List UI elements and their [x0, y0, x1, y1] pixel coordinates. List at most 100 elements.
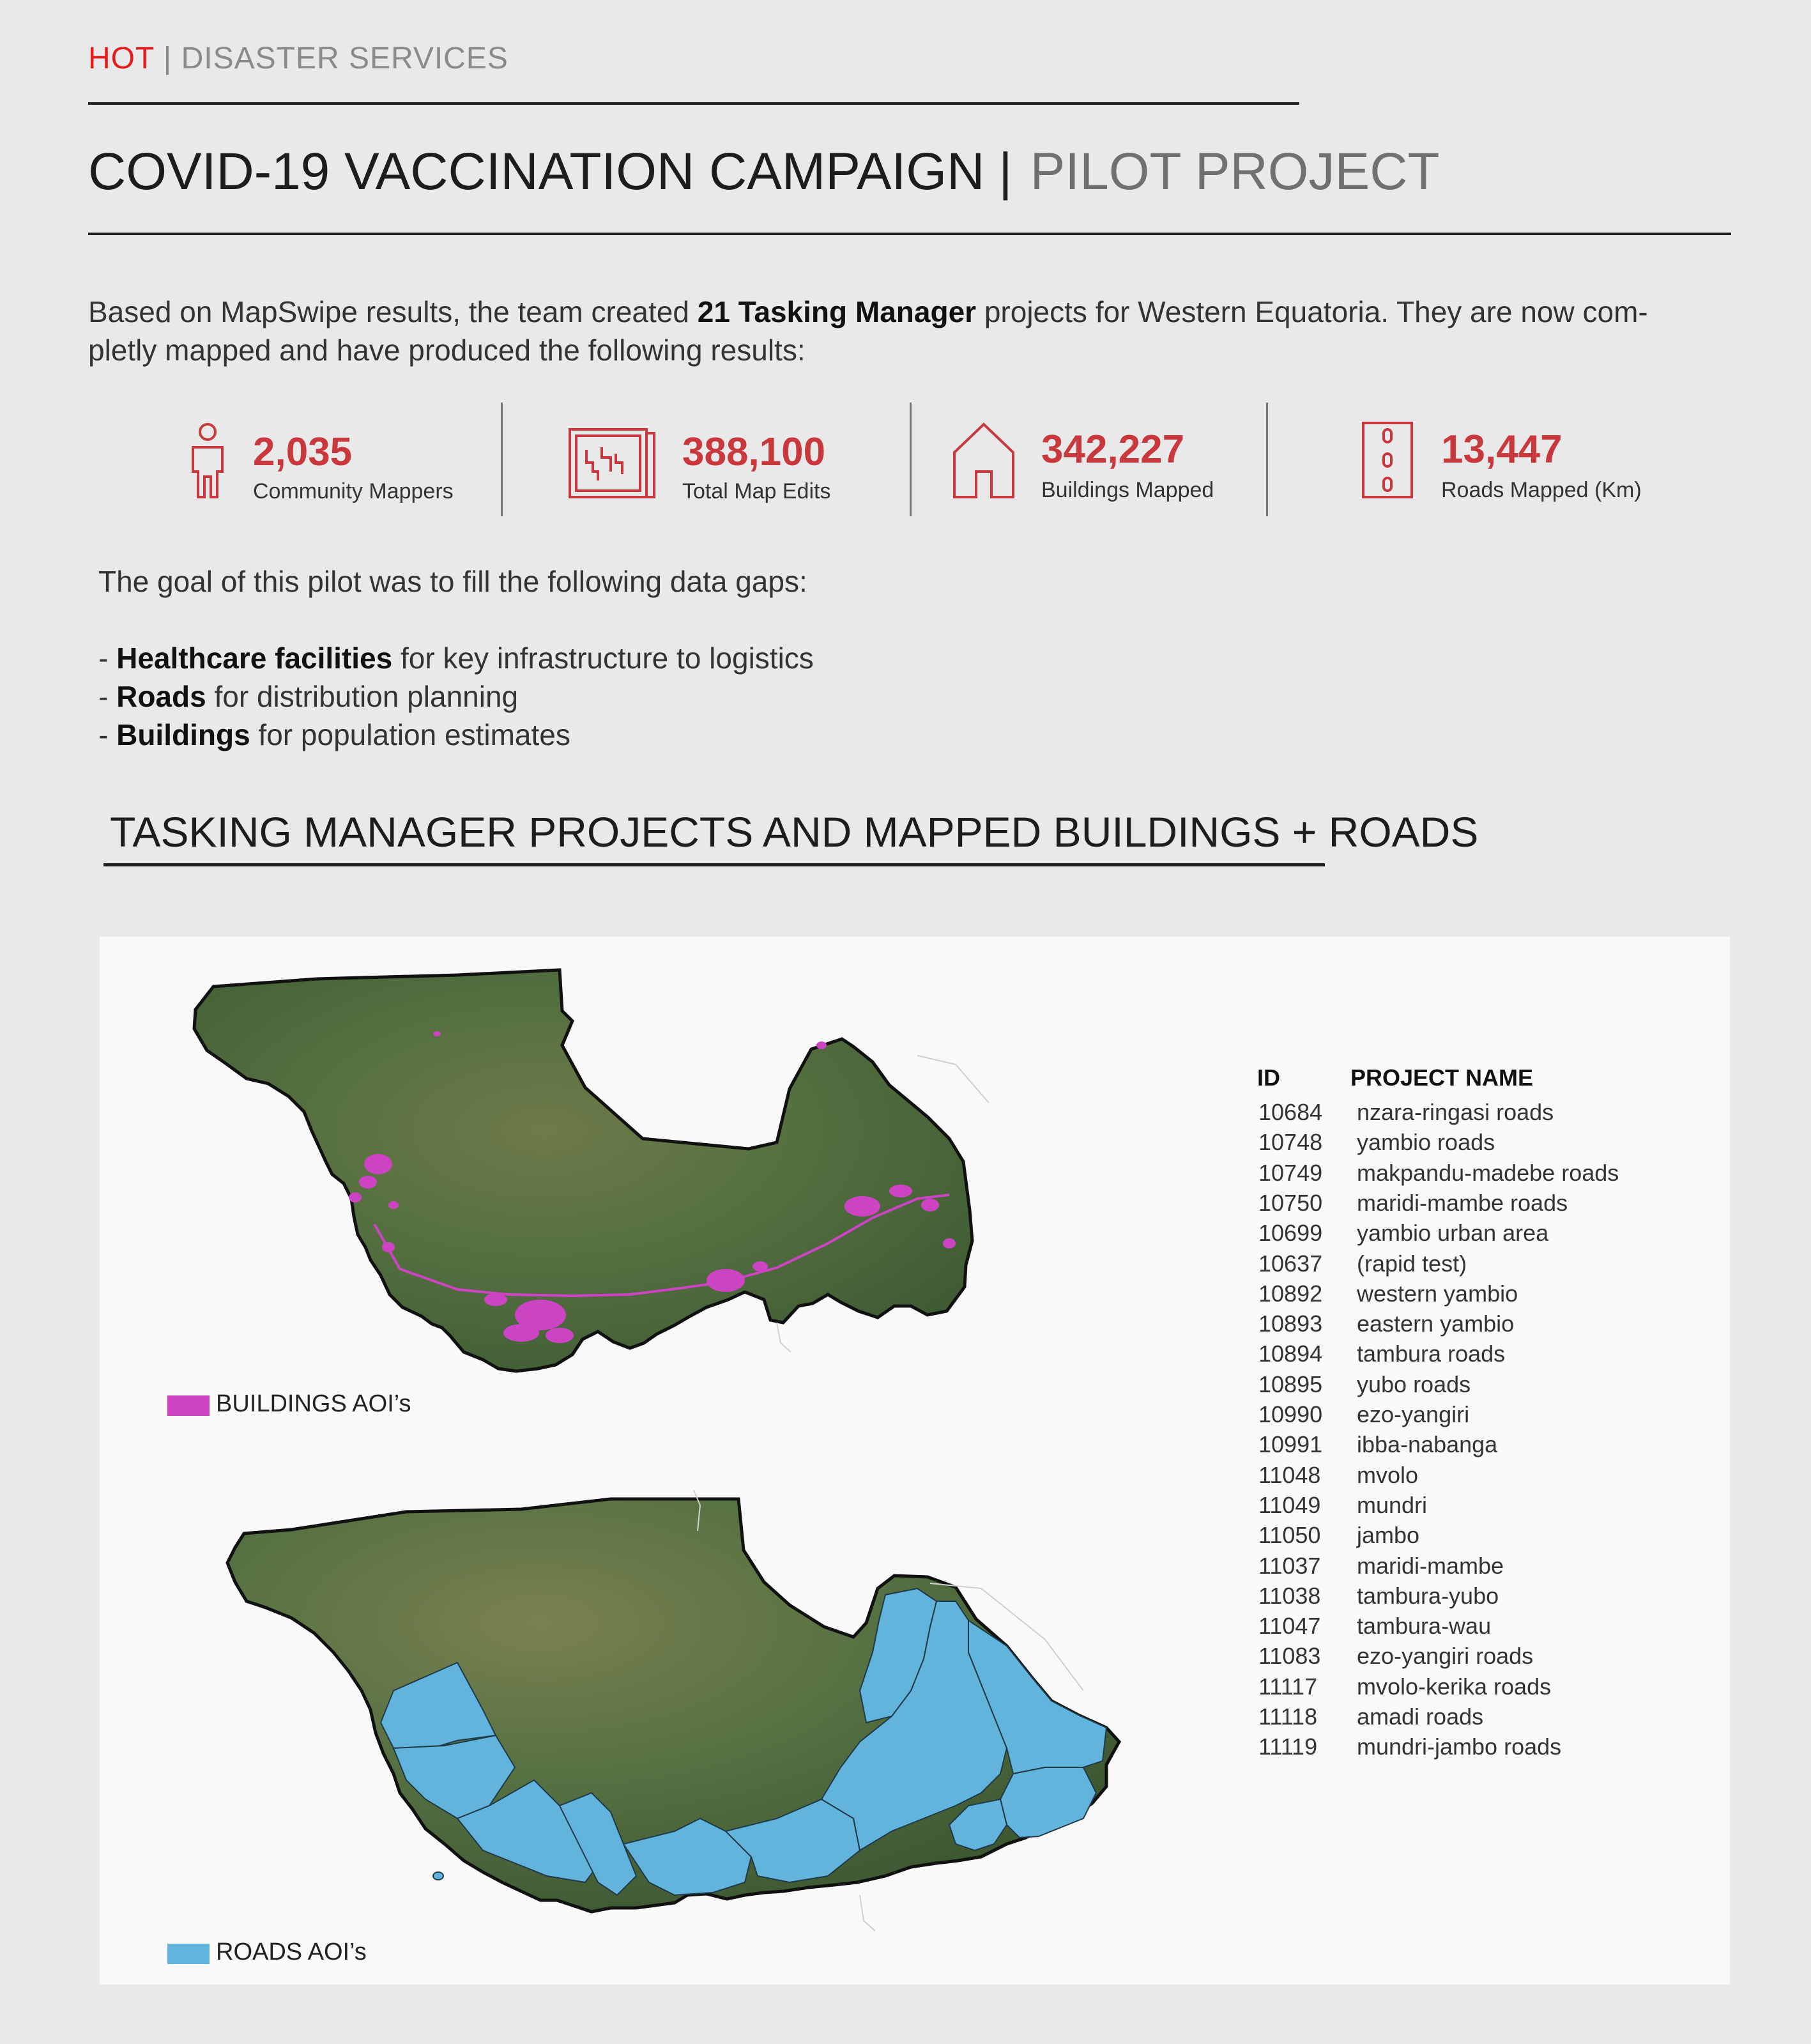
project-id: 11049	[1258, 1491, 1321, 1518]
goal-item: - Buildings for population estimates	[98, 716, 814, 754]
section-rule	[103, 863, 1325, 866]
table-header-id: ID	[1257, 1064, 1280, 1091]
project-name: makpandu-madebe roads	[1357, 1159, 1619, 1186]
brand-section: DISASTER SERVICES	[181, 42, 508, 75]
stat-road-icon	[1361, 420, 1414, 503]
stat-house-icon	[951, 420, 1017, 503]
road-aois	[379, 1587, 1108, 1896]
maps-svg	[192, 968, 1122, 1932]
goal-item-prefix: -	[98, 642, 117, 675]
stat-edits-label: Total Map Edits	[682, 479, 831, 503]
title-rule	[88, 233, 1731, 235]
buildings-map	[192, 968, 990, 1373]
map-panel: BUILDINGS AOI’s ROADS AOI’s ID PROJECT N…	[100, 937, 1730, 1985]
goal-item-prefix: -	[98, 718, 117, 751]
project-name: ezo-yangiri roads	[1357, 1643, 1534, 1670]
stat-roads-value: 13,447	[1441, 427, 1563, 472]
project-id: 10991	[1258, 1431, 1323, 1458]
project-name: yambio urban area	[1357, 1220, 1549, 1247]
goal-item-text: for population estimates	[250, 718, 570, 751]
intro-paragraph: Based on MapSwipe results, the team crea…	[88, 293, 1723, 369]
project-id: 11038	[1258, 1582, 1321, 1609]
project-name: tambura-wau	[1357, 1613, 1492, 1640]
map-edit-icon	[569, 428, 655, 498]
buildings-legend-label: BUILDINGS AOI’s	[216, 1390, 411, 1417]
goal-item: - Healthcare facilities for key infrastr…	[98, 639, 814, 677]
project-id: 10749	[1258, 1159, 1323, 1186]
house-icon	[953, 422, 1014, 498]
intro-text-3: pletly mapped and have produced the foll…	[88, 334, 806, 367]
project-name: tambura-yubo	[1357, 1582, 1499, 1609]
project-id: 10699	[1258, 1220, 1323, 1247]
project-id: 10895	[1258, 1371, 1323, 1397]
goal-intro: The goal of this pilot was to fill the f…	[98, 565, 807, 598]
project-name: mvolo	[1357, 1461, 1419, 1488]
goal-item-text: for key infrastructure to logistics	[392, 642, 814, 675]
project-id: 11083	[1258, 1643, 1321, 1670]
goal-item-bold: Roads	[116, 680, 206, 713]
stat-divider	[1266, 403, 1268, 516]
goal-block: The goal of this pilot was to fill the f…	[98, 562, 814, 754]
project-id: 10990	[1258, 1401, 1323, 1427]
road-icon	[1362, 422, 1413, 498]
goal-item: - Roads for distribution planning	[98, 677, 814, 716]
project-id: 10748	[1258, 1129, 1323, 1156]
brand-hot: HOT	[88, 42, 155, 75]
project-id: 10893	[1258, 1310, 1323, 1337]
project-name: tambura roads	[1357, 1341, 1506, 1367]
stat-roads-label: Roads Mapped (Km)	[1441, 478, 1642, 502]
goal-item-bold: Buildings	[116, 718, 250, 751]
title-separator: |	[998, 142, 1012, 201]
brand-separator: |	[163, 42, 172, 75]
project-id: 11047	[1258, 1613, 1321, 1640]
building-aois	[349, 1031, 956, 1343]
project-id: 11050	[1258, 1522, 1321, 1549]
project-id: 11117	[1258, 1673, 1318, 1700]
project-id: 11048	[1258, 1461, 1321, 1488]
stat-buildings-label: Buildings Mapped	[1041, 478, 1214, 502]
intro-bold: 21 Tasking Manager	[697, 295, 977, 328]
project-name: mundri-jambo roads	[1357, 1733, 1562, 1760]
project-id: 10894	[1258, 1341, 1323, 1367]
stat-mappers-label: Community Mappers	[253, 479, 454, 503]
project-name: mundri	[1357, 1491, 1428, 1518]
page-title: COVID-19 VACCINATION CAMPAIGN | PILOT PROJ…	[88, 142, 1440, 202]
goal-item-bold: Healthcare facilities	[116, 642, 393, 675]
project-name: jambo	[1357, 1522, 1420, 1549]
project-name: ezo-yangiri	[1357, 1401, 1470, 1427]
roads-legend-label: ROADS AOI’s	[216, 1939, 367, 1965]
table-header-name: PROJECT NAME	[1350, 1064, 1534, 1091]
title-sub: PILOT PROJECT	[1030, 142, 1440, 201]
stat-buildings-value: 342,227	[1041, 427, 1185, 472]
project-name: nzara-ringasi roads	[1357, 1099, 1554, 1125]
project-name: yambio roads	[1357, 1129, 1495, 1156]
project-id: 10684	[1258, 1099, 1323, 1125]
stat-divider	[501, 403, 503, 516]
buildings-legend-swatch	[167, 1395, 210, 1416]
brand-line: HOT | DISASTER SERVICES	[88, 41, 508, 76]
intro-text-1: Based on MapSwipe results, the team crea…	[88, 295, 698, 328]
project-name: yubo roads	[1357, 1371, 1471, 1397]
project-id: 10637	[1258, 1250, 1323, 1277]
project-name: maridi-mambe	[1357, 1552, 1504, 1579]
project-id: 11119	[1258, 1733, 1318, 1760]
person-icon	[192, 423, 224, 498]
project-id: 10750	[1258, 1189, 1323, 1216]
project-name: eastern yambio	[1357, 1310, 1515, 1337]
goal-item-text: for distribution planning	[206, 680, 519, 713]
project-name: (rapid test)	[1357, 1250, 1467, 1277]
title-main: COVID-19 VACCINATION CAMPAIGN	[88, 142, 985, 201]
project-id: 11118	[1258, 1703, 1318, 1730]
project-name: maridi-mambe roads	[1357, 1189, 1568, 1216]
section-title: TASKING MANAGER PROJECTS AND MAPPED BUIL…	[110, 808, 1479, 856]
project-name: amadi roads	[1357, 1703, 1484, 1730]
project-id: 11037	[1258, 1552, 1321, 1579]
stat-person-icon	[185, 422, 230, 503]
project-name: ibba-nabanga	[1357, 1431, 1498, 1458]
project-name: mvolo-kerika roads	[1357, 1673, 1552, 1700]
intro-text-2: projects for Western Equatoria. They are…	[976, 295, 1648, 328]
stat-mappers-value: 2,035	[253, 430, 353, 474]
stat-divider	[910, 403, 912, 516]
project-id: 10892	[1258, 1280, 1323, 1307]
region-outline	[192, 968, 974, 1373]
